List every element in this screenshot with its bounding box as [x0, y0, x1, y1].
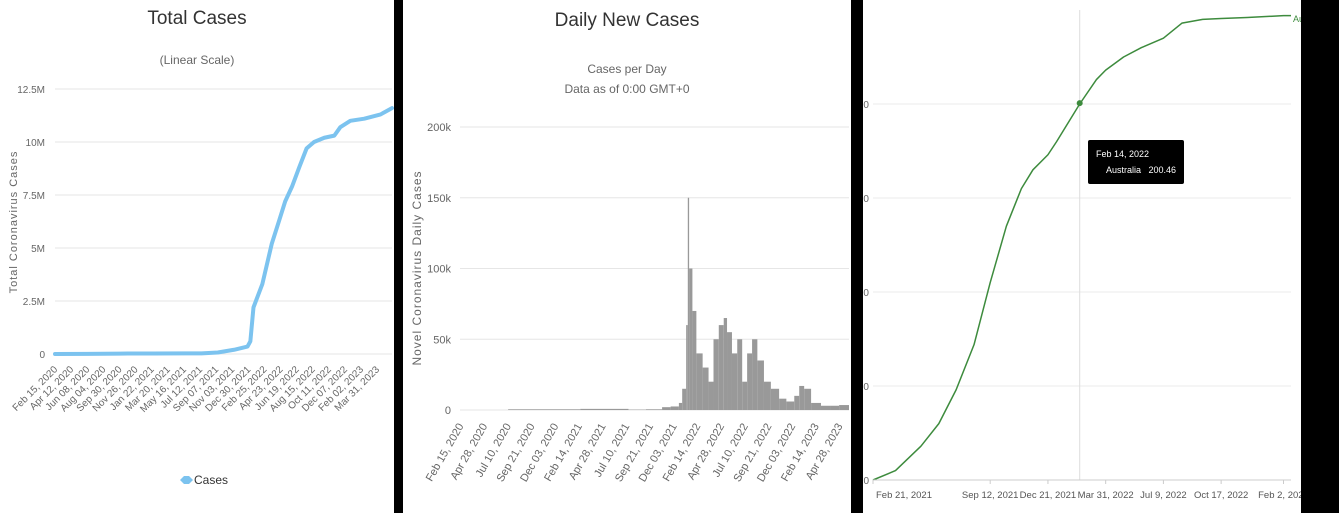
daily-cases-bar — [770, 388, 780, 410]
y-tick-label: 0 — [39, 350, 45, 361]
y-tick-label: 150k — [427, 193, 451, 205]
daily-cases-bar — [508, 409, 581, 410]
daily-cases-bar — [723, 318, 728, 410]
daily-cases-bar — [687, 197, 690, 410]
daily-cases-bar — [727, 332, 732, 410]
x-tick-label: Feb 21, 2021 — [876, 490, 932, 501]
daily-cases-bar — [645, 409, 663, 410]
daily-new-cases-chart: 0 50k 100k 150k 200k Novel Coronavirus Daily … — [410, 122, 849, 484]
australia-chart-panel: 0 50 100 150 200 Australia Feb 21, 2021 Sep 12,… — [863, 0, 1301, 513]
daily-cases-bar — [689, 268, 693, 410]
daily-cases-bar — [702, 367, 709, 410]
daily-cases-bar — [811, 402, 821, 410]
australia-line-chart: 0 50 100 150 200 Australia Feb 21, 2021 Sep 12,… — [863, 10, 1301, 501]
y-tick-label: 12.5M — [17, 85, 45, 96]
chart-subtitle: (Linear Scale) — [159, 53, 235, 67]
y-tick-label: 2.5M — [23, 297, 45, 308]
y-tick-label: 100k — [427, 264, 451, 276]
daily-cases-bar — [804, 388, 812, 410]
daily-cases-bar — [820, 405, 831, 410]
daily-cases-bar — [713, 339, 719, 410]
daily-cases-bar — [678, 402, 683, 410]
chart-subtitle-2: Data as of 0:00 GMT+0 — [564, 82, 690, 96]
daily-cases-bar — [580, 408, 629, 410]
x-tick-label: Feb 2, 2023 — [1258, 490, 1301, 501]
legend-cases-label: Cases — [194, 473, 228, 487]
daily-cases-bar — [708, 381, 714, 410]
daily-cases-bar — [830, 405, 840, 410]
daily-cases-bar — [799, 385, 805, 410]
daily-cases-bar — [670, 406, 679, 410]
daily-cases-bar — [737, 339, 743, 410]
daily-cases-bar — [682, 388, 687, 410]
series-end-label: Australia — [1293, 14, 1301, 24]
daily-cases-bar — [731, 353, 738, 410]
daily-cases-bar — [662, 407, 671, 410]
y-tick-label: 150 — [863, 194, 869, 205]
daily-cases-bar — [786, 401, 795, 410]
y-tick-label: 100 — [863, 288, 869, 299]
daily-cases-bar — [763, 381, 771, 410]
y-axis-label: Novel Coronavirus Daily Cases — [410, 170, 424, 365]
y-tick-label: 10M — [26, 138, 45, 149]
daily-cases-bar — [757, 360, 764, 410]
total-cases-chart: 0 2.5M 5M 7.5M 10M 12.5M Total Coronavirus Cas… — [8, 85, 394, 487]
daily-cases-bar — [686, 325, 688, 410]
y-tick-label: 0 — [445, 405, 451, 417]
legend-cases-symbol — [180, 476, 193, 484]
chart-subtitle-1: Cases per Day — [587, 62, 667, 76]
tooltip-series: Australia — [1106, 165, 1142, 175]
daily-cases-bar — [696, 353, 703, 410]
daily-cases-bar — [718, 325, 724, 410]
daily-cases-bar — [692, 310, 697, 410]
total-cases-panel: Total Cases (Linear Scale) 0 2.5M 5M 7.5M 10… — [0, 0, 394, 513]
x-tick-label: Sep 12, 2021 — [962, 490, 1019, 501]
daily-cases-bar — [839, 405, 849, 410]
y-tick-label: 200k — [427, 122, 451, 134]
y-tick-label: 50k — [433, 334, 451, 346]
chart-title: Daily New Cases — [554, 10, 700, 31]
tooltip-date: Feb 14, 2022 — [1096, 149, 1150, 159]
x-tick-label: Mar 31, 2022 — [1078, 490, 1134, 501]
daily-cases-bar — [752, 339, 758, 410]
x-tick-label: Dec 21, 2021 — [1020, 490, 1077, 501]
y-axis-label: Total Coronavirus Cases — [8, 151, 20, 294]
hover-point — [1076, 100, 1083, 107]
chart-tooltip: Feb 14, 2022 Australia 200.46 — [1088, 140, 1185, 184]
y-tick-label: 5M — [31, 244, 45, 255]
daily-cases-bar — [742, 381, 748, 410]
chart-title: Total Cases — [147, 8, 247, 29]
daily-cases-bar — [779, 398, 787, 410]
series-line-cases — [53, 106, 394, 356]
y-tick-label: 7.5M — [23, 191, 45, 202]
y-tick-label: 50 — [863, 382, 869, 393]
series-line-australia — [872, 14, 1291, 481]
x-tick-label: Oct 17, 2022 — [1194, 490, 1248, 501]
tooltip-value: 200.46 — [1148, 165, 1177, 175]
x-tick-label: Jul 9, 2022 — [1140, 490, 1186, 501]
daily-cases-bar — [747, 353, 753, 410]
y-tick-label: 200 — [863, 100, 869, 111]
y-tick-label: 0 — [863, 476, 869, 487]
daily-cases-bar — [794, 395, 800, 410]
daily-new-cases-panel: Daily New Cases Cases per Day Data as of… — [403, 0, 851, 513]
